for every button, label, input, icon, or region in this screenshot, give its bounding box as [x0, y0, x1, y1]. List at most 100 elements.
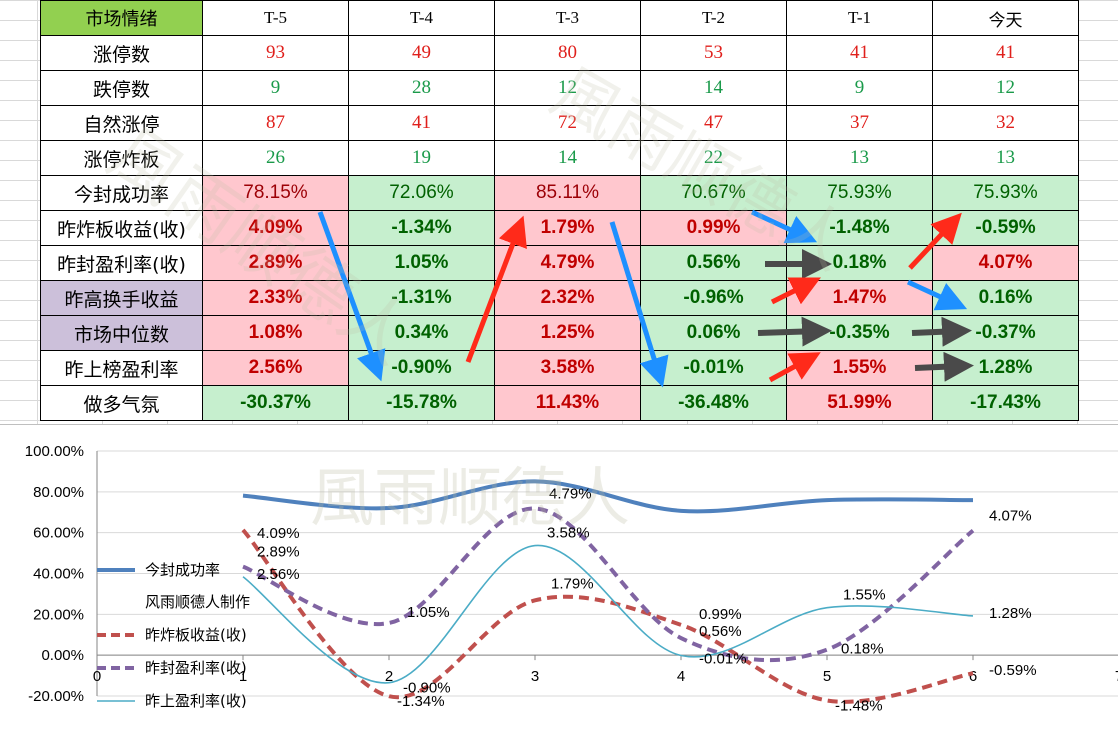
- table-cell: 14: [494, 140, 641, 176]
- table-row: 昨封盈利率(收) 2.89% 1.05% 4.79% 0.56% 0.18% 4.07%: [40, 245, 1079, 281]
- table-cell: 53: [640, 35, 787, 71]
- table-cell: 93: [202, 35, 349, 71]
- data-label: -1.48%: [835, 697, 883, 714]
- table-cell: 26: [202, 140, 349, 176]
- table-cell: 28: [348, 70, 495, 106]
- table-cell: 2.89%: [202, 245, 349, 281]
- table-cell: 22: [640, 140, 787, 176]
- y-tick-label: -20.00%: [28, 688, 84, 705]
- table-cell: 13: [932, 140, 1079, 176]
- series-line: [242, 479, 974, 514]
- table-cell: 9: [202, 70, 349, 106]
- table-cell: 9: [786, 70, 933, 106]
- table-cell: 0.16%: [932, 280, 1079, 316]
- data-label: -0.90%: [403, 680, 451, 697]
- row-label: 自然涨停: [40, 105, 203, 141]
- table-cell: -36.48%: [640, 385, 787, 421]
- table-cell: 3.58%: [494, 350, 641, 386]
- x-tick-label: 3: [531, 668, 539, 685]
- table-cell: 1.28%: [932, 350, 1079, 386]
- table-cell: 72.06%: [348, 175, 495, 211]
- table-cell: 51.99%: [786, 385, 933, 421]
- table-cell: 37: [786, 105, 933, 141]
- table-cell: 19: [348, 140, 495, 176]
- row-label: 昨上榜盈利率: [40, 350, 203, 386]
- data-label: 0.99%: [699, 606, 742, 623]
- row-label: 涨停炸板: [40, 140, 203, 176]
- table-cell: -0.35%: [786, 315, 933, 351]
- x-tick-label: 6: [969, 668, 977, 685]
- table-cell: 87: [202, 105, 349, 141]
- y-tick-label: 60.00%: [33, 525, 84, 542]
- table-row: 昨炸板收益(收) 4.09% -1.34% 1.79% 0.99% -1.48% -0.59…: [40, 210, 1079, 246]
- x-tick-label: 4: [677, 668, 685, 685]
- table-cell: 47: [640, 105, 787, 141]
- legend-label: 今封成功率: [145, 561, 220, 579]
- table-cell: -1.34%: [348, 210, 495, 246]
- data-label: 1.05%: [407, 604, 450, 621]
- table-cell: 1.55%: [786, 350, 933, 386]
- table-cell: 80: [494, 35, 641, 71]
- table-row: 昨上榜盈利率 2.56% -0.90% 3.58% -0.01% 1.55% 1.28%: [40, 350, 1079, 386]
- y-tick-label: 100.00%: [25, 443, 84, 460]
- data-label: 4.79%: [549, 485, 592, 502]
- header-label: 市场情绪: [40, 0, 203, 36]
- row-label: 市场中位数: [40, 315, 203, 351]
- chart-watermark: 風雨顺德人: [310, 462, 630, 536]
- header-row: 市场情绪 T-5 T-4 T-3 T-2 T-1 今天: [40, 0, 1079, 36]
- table-cell: 2.33%: [202, 280, 349, 316]
- line-chart: 100.00% 80.00% 60.00% 40.00% 20.00% 0.00% -20.…: [25, 443, 1118, 714]
- data-label: 0.56%: [699, 623, 742, 640]
- table-cell: 2.56%: [202, 350, 349, 386]
- legend-note: 风雨顺德人制作: [145, 593, 250, 611]
- table-cell: -30.37%: [202, 385, 349, 421]
- table-row: 今封成功率 78.15% 72.06% 85.11% 70.67% 75.93% 75.93…: [40, 175, 1079, 211]
- legend-label: 昨炸板收益(收): [145, 626, 247, 644]
- table-cell: 0.56%: [640, 245, 787, 281]
- row-label: 跌停数: [40, 70, 203, 106]
- table-cell: 49: [348, 35, 495, 71]
- row-label: 昨封盈利率(收): [40, 245, 203, 281]
- row-label: 涨停数: [40, 35, 203, 71]
- column-header: T-5: [202, 0, 349, 36]
- table-cell: 12: [932, 70, 1079, 106]
- table-cell: 1.79%: [494, 210, 641, 246]
- table-cell: 4.07%: [932, 245, 1079, 281]
- table-cell: 0.06%: [640, 315, 787, 351]
- data-label: -1.34%: [397, 693, 445, 710]
- series-line: [241, 528, 974, 704]
- table-cell: -0.01%: [640, 350, 787, 386]
- data-label: 1.28%: [989, 605, 1032, 622]
- table-cell: 70.67%: [640, 175, 787, 211]
- column-header: T-3: [494, 0, 641, 36]
- table-cell: 13: [786, 140, 933, 176]
- table-cell: 78.15%: [202, 175, 349, 211]
- table-row: 涨停数 93 49 80 53 41 41: [40, 35, 1079, 71]
- table-cell: 72: [494, 105, 641, 141]
- table-cell: -1.31%: [348, 280, 495, 316]
- row-label: 昨高换手收益: [40, 280, 203, 316]
- table-cell: -0.37%: [932, 315, 1079, 351]
- table-row: 昨高换手收益 2.33% -1.31% 2.32% -0.96% 1.47% 0.16%: [40, 280, 1079, 316]
- table-cell: 4.09%: [202, 210, 349, 246]
- chart-area: 100.00% 80.00% 60.00% 40.00% 20.00% 0.00% -20.…: [0, 424, 1118, 740]
- table-cell: 1.05%: [348, 245, 495, 281]
- row-label: 今封成功率: [40, 175, 203, 211]
- data-label: 4.09%: [257, 525, 300, 542]
- series-line: [242, 544, 974, 684]
- table-cell: 41: [348, 105, 495, 141]
- legend-label: 昨封盈利率(收): [145, 659, 247, 677]
- table-cell: 12: [494, 70, 641, 106]
- table-cell: 0.34%: [348, 315, 495, 351]
- table-cell: -17.43%: [932, 385, 1079, 421]
- legend-label: 昨上盈利率(收): [145, 692, 247, 710]
- table-cell: 75.93%: [786, 175, 933, 211]
- y-tick-label: 40.00%: [33, 566, 84, 583]
- column-header: T-1: [786, 0, 933, 36]
- table-row: 自然涨停 87 41 72 47 37 32: [40, 105, 1079, 141]
- row-label: 昨炸板收益(收): [40, 210, 203, 246]
- table-cell: -0.59%: [932, 210, 1079, 246]
- x-tick-label: 5: [823, 668, 831, 685]
- x-tick-label: 7: [1115, 668, 1118, 685]
- data-label: 2.89%: [257, 544, 300, 561]
